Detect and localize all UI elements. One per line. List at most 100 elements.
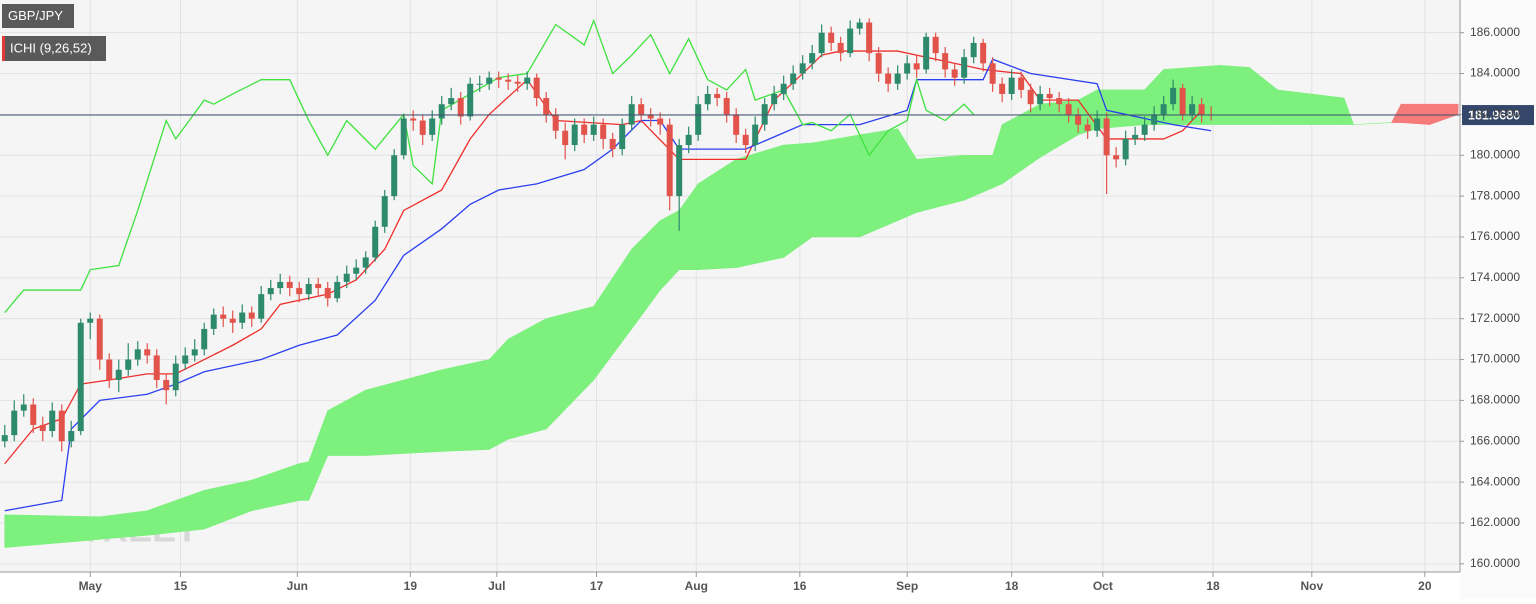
candle-body (609, 138, 616, 150)
candle-body (448, 98, 455, 105)
candle-body (1189, 104, 1196, 115)
candle-body (58, 410, 65, 442)
candle-body (277, 281, 284, 289)
candle-body (1160, 104, 1167, 115)
candle-body (790, 73, 797, 84)
x-tick-label: Nov (1300, 579, 1323, 593)
x-tick-label: 20 (1418, 579, 1432, 593)
candle-body (885, 73, 892, 84)
candle-body (201, 328, 208, 350)
x-tick-label: May (79, 579, 103, 593)
candle-body (970, 42, 977, 58)
grid (0, 0, 1464, 577)
cloud-segment (811, 134, 860, 238)
x-tick-label: Sep (896, 579, 918, 593)
indicator-label: ICHI (9,26,52) (10, 40, 92, 55)
candle-body (923, 36, 930, 70)
candle-body (20, 404, 27, 411)
candle-body (600, 124, 607, 139)
candle-body (1018, 77, 1025, 90)
candle-body (562, 130, 569, 146)
indicator-line (4, 18, 975, 313)
candle-body (904, 63, 911, 74)
candle-body (723, 98, 730, 115)
candle-body (486, 77, 493, 84)
candle-body (951, 69, 958, 78)
candle-body (913, 63, 920, 70)
candle-body (837, 42, 844, 54)
candle-body (353, 267, 360, 274)
cloud-segment (1343, 97, 1355, 125)
candle-body (96, 318, 103, 360)
candle-body (1065, 104, 1072, 115)
candle-body (571, 124, 578, 146)
y-axis-area (1460, 0, 1536, 599)
candle-body (1122, 138, 1129, 160)
candle-body (628, 104, 635, 125)
candle-body (30, 404, 37, 425)
candle-body (267, 288, 274, 295)
candle-body (999, 83, 1006, 94)
candle-body (581, 124, 588, 135)
candles (1, 18, 1215, 452)
candle-body (1075, 114, 1082, 125)
candle-body (961, 57, 968, 78)
x-tick-label: 17 (590, 579, 604, 593)
candle-body (1151, 114, 1158, 125)
y-tick-label: 184.0000 (1470, 66, 1520, 80)
y-tick-label: 186.0000 (1470, 25, 1520, 39)
y-tick-label: 170.0000 (1470, 352, 1520, 366)
candle-body (68, 431, 75, 442)
candle-body (172, 363, 179, 391)
symbol-label: GBP/JPY (8, 8, 63, 23)
candle-body (657, 118, 664, 125)
x-tick-label: 15 (174, 579, 188, 593)
candle-body (818, 32, 825, 54)
cloud-segment (783, 142, 813, 258)
y-tick-label: 180.0000 (1470, 147, 1520, 161)
candle-body (1027, 89, 1034, 105)
candle-body (400, 118, 407, 156)
y-tick-label: 182.0000 (1470, 107, 1520, 121)
candle-body (343, 273, 350, 282)
candle-body (11, 410, 18, 436)
y-tick-label: 164.0000 (1470, 474, 1520, 488)
candle-body (894, 73, 901, 84)
candle-body (932, 36, 939, 54)
lines (4, 18, 1212, 512)
candle-body (543, 98, 550, 115)
y-tick-label: 166.0000 (1470, 433, 1520, 447)
x-tick-label: 18 (1005, 579, 1019, 593)
candle-body (780, 83, 787, 94)
candle-body (1084, 124, 1091, 131)
candle-body (191, 349, 198, 356)
candle-body (695, 104, 702, 135)
candle-body (438, 104, 445, 119)
candle-body (552, 114, 559, 131)
candle-body (476, 83, 483, 85)
candle-body (799, 63, 806, 74)
candle-body (115, 369, 122, 380)
candle-body (666, 124, 673, 197)
candle-body (1198, 104, 1205, 115)
current-price-label: 181.9680 (1468, 108, 1520, 122)
y-tick-label: 174.0000 (1470, 270, 1520, 284)
candle-body (809, 53, 816, 64)
indicator-color (2, 36, 5, 61)
candle-body (828, 32, 835, 43)
x-tick-label: Jul (488, 579, 505, 593)
candle-body (856, 22, 863, 29)
candle-body (315, 283, 322, 289)
candle-body (733, 114, 740, 135)
candle-body (524, 77, 531, 84)
candle-body (419, 120, 426, 135)
candle-body (220, 314, 227, 319)
candle-body (714, 93, 721, 99)
candle-body (239, 312, 246, 323)
cloud-segment (1220, 65, 1250, 125)
candle-body (989, 63, 996, 84)
cloud-segment (1400, 103, 1430, 125)
x-tick-label: Jun (287, 579, 308, 593)
candle-body (210, 314, 217, 329)
